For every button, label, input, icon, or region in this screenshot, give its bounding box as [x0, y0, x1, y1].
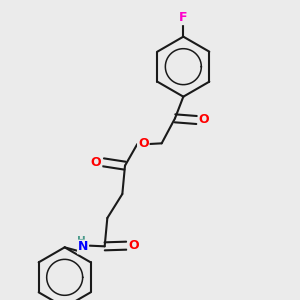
Text: F: F: [179, 11, 188, 24]
Text: O: O: [91, 156, 101, 169]
Text: O: O: [138, 137, 148, 151]
Text: O: O: [199, 113, 209, 127]
Text: O: O: [128, 239, 139, 252]
Text: H: H: [77, 236, 86, 246]
Text: N: N: [78, 241, 88, 254]
